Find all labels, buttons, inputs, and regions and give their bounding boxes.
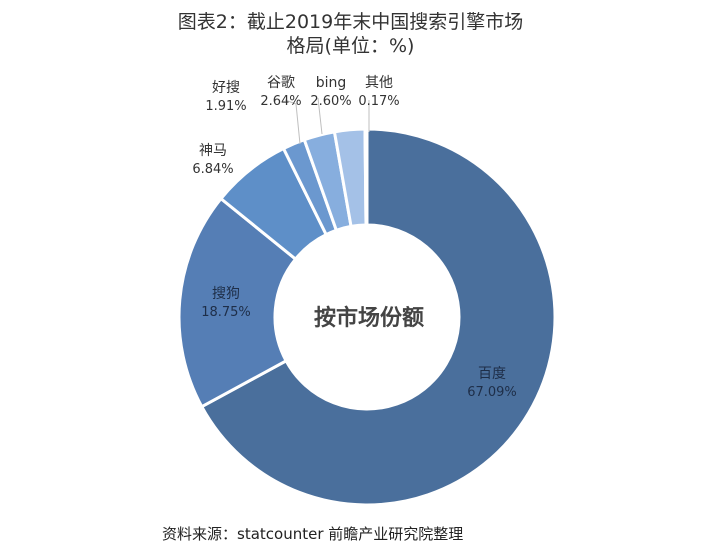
leader-line-1 [284, 99, 301, 145]
donut-center-label: 按市场份额 [314, 305, 424, 331]
slice-value-haosou: 1.91% [205, 99, 246, 114]
slice-value-other: 0.17% [358, 94, 399, 109]
chart-title-line-2: 格局(单位：%) [286, 35, 415, 57]
slice-label-haosou: 好搜 [212, 80, 240, 96]
slice-label-shenma: 神马 [199, 143, 227, 159]
slice-value-sogou: 18.75% [201, 305, 251, 320]
slice-label-baidu: 百度 [478, 366, 506, 382]
slice-value-google: 2.64% [260, 94, 301, 109]
slice-sogou [177, 196, 298, 409]
chart-title: 图表2：截止2019年末中国搜索引擎市场 格局(单位：%) [0, 10, 701, 58]
slice-label-other: 其他 [365, 75, 393, 91]
chart-title-line-1: 图表2：截止2019年末中国搜索引擎市场 [177, 11, 524, 33]
slice-label-google: 谷歌 [267, 75, 295, 91]
leader-line-2 [317, 97, 323, 135]
source-note: 资料来源：statcounter 前瞻产业研究院整理 [162, 525, 464, 543]
slice-label-bing: bing [316, 75, 347, 91]
slice-baidu [199, 127, 557, 507]
slice-value-shenma: 6.84% [192, 162, 233, 177]
slice-other [363, 127, 369, 227]
slice-label-sogou: 搜狗 [212, 286, 240, 302]
slice-value-bing: 2.60% [310, 94, 351, 109]
donut-chart: 百度 67.09% 搜狗 18.75% 神马 6.84% 好搜 1.91% 谷歌 2.64% bin… [177, 75, 557, 507]
slice-value-baidu: 67.09% [467, 385, 517, 400]
